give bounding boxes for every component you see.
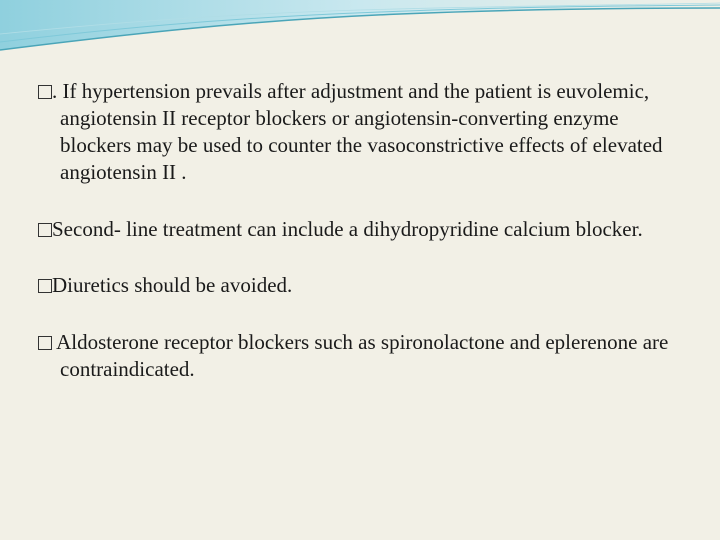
paragraph-3-text: Diuretics should be avoided. (52, 273, 292, 297)
paragraph-4-text: Aldosterone receptor blockers such as sp… (52, 330, 668, 381)
bullet-icon (38, 223, 52, 237)
paragraph-1-text: . If hypertension prevails after adjustm… (52, 79, 663, 184)
bullet-icon (38, 279, 52, 293)
paragraph-4: Aldosterone receptor blockers such as sp… (38, 329, 682, 383)
header-wave-decoration (0, 0, 720, 60)
bullet-icon (38, 85, 52, 99)
paragraph-2-text: Second- line treatment can include a dih… (52, 217, 643, 241)
paragraph-3: Diuretics should be avoided. (38, 272, 682, 299)
slide-body: . If hypertension prevails after adjustm… (38, 78, 682, 413)
paragraph-1: . If hypertension prevails after adjustm… (38, 78, 682, 186)
paragraph-2: Second- line treatment can include a dih… (38, 216, 682, 243)
bullet-icon (38, 336, 52, 350)
